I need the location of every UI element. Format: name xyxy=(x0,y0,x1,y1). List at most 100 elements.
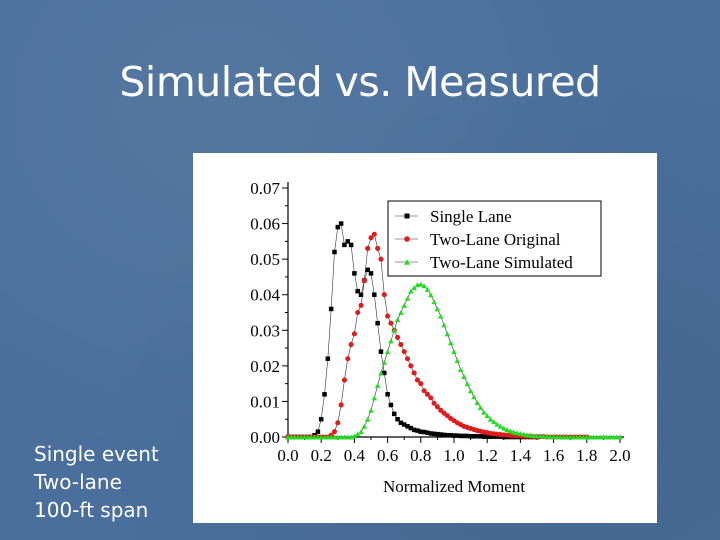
data-point xyxy=(398,310,404,315)
legend-entry: Two-Lane Simulated xyxy=(430,253,573,272)
x-tick-label: 1.6 xyxy=(543,446,564,465)
data-point xyxy=(415,428,420,433)
data-point xyxy=(477,405,484,410)
data-point xyxy=(394,317,401,323)
data-point xyxy=(332,249,337,255)
caption-line: Single event xyxy=(34,442,159,466)
data-point xyxy=(451,433,457,438)
legend-box xyxy=(387,200,602,277)
data-point xyxy=(341,377,347,383)
data-point xyxy=(471,434,477,439)
data-point xyxy=(328,306,334,312)
data-point xyxy=(441,432,447,438)
x-tick-label: 2.0 xyxy=(609,446,630,465)
data-point xyxy=(537,433,544,439)
data-point xyxy=(405,424,410,429)
data-point xyxy=(388,402,394,408)
data-point xyxy=(454,358,461,363)
x-tick-label: 1.2 xyxy=(477,446,498,465)
data-point xyxy=(404,295,411,301)
data-point xyxy=(348,242,354,248)
data-point xyxy=(411,370,417,376)
x-tick-label: 0.2 xyxy=(311,446,332,465)
data-point xyxy=(428,292,434,298)
data-point xyxy=(494,421,500,427)
data-point xyxy=(514,430,520,436)
data-point xyxy=(408,288,414,294)
data-point xyxy=(351,331,357,337)
axes-layer: 0.00 0.01 0.02 0.03 0.04 0.05 0.06 0.07 0.0 0.2 0.… xyxy=(250,179,630,465)
legend-marker xyxy=(404,236,410,242)
data-point xyxy=(354,431,361,437)
data-point xyxy=(491,434,497,439)
caption: Single event Two-lane 100-ft span xyxy=(34,440,159,524)
data-point xyxy=(421,283,427,289)
data-point xyxy=(431,431,437,437)
data-point xyxy=(408,425,414,431)
y-tick-label: 0.04 xyxy=(250,286,280,305)
legend: Single Lane Two-Lane Original Two-Lane Sim… xyxy=(387,200,602,277)
data-point xyxy=(411,285,417,291)
data-point xyxy=(431,299,437,305)
data-point xyxy=(441,322,447,328)
data-point xyxy=(335,420,341,426)
data-point xyxy=(474,400,480,405)
data-point xyxy=(368,407,374,413)
data-point xyxy=(345,356,351,362)
data-point xyxy=(365,245,371,252)
data-point xyxy=(438,407,444,413)
data-point xyxy=(381,359,388,365)
data-point xyxy=(504,427,510,433)
data-point xyxy=(488,434,493,439)
data-point xyxy=(435,431,440,437)
data-point xyxy=(418,429,424,434)
data-point xyxy=(465,433,470,439)
data-point xyxy=(484,413,490,419)
y-tick-label: 0.01 xyxy=(250,392,280,411)
data-point xyxy=(481,409,487,415)
data-point xyxy=(428,395,434,401)
data-point xyxy=(368,271,374,276)
data-point xyxy=(358,302,364,308)
data-point xyxy=(335,224,341,230)
data-point xyxy=(451,349,457,355)
data-point xyxy=(530,433,537,439)
data-point xyxy=(487,416,494,422)
data-point xyxy=(371,395,378,401)
legend-marker xyxy=(404,213,410,219)
chart-svg: 0.00 0.01 0.02 0.03 0.04 0.05 0.06 0.07 0.0 0.2 0.… xyxy=(250,179,630,496)
data-point xyxy=(527,432,534,438)
data-point xyxy=(421,429,427,435)
legend-entry: Two-Lane Original xyxy=(430,230,561,249)
data-point xyxy=(434,404,440,410)
data-point xyxy=(395,334,401,340)
data-point xyxy=(382,370,387,376)
data-point xyxy=(557,434,563,440)
data-point xyxy=(507,428,514,434)
caption-line: 100-ft span xyxy=(34,498,149,522)
data-point xyxy=(468,434,473,439)
data-point xyxy=(497,423,504,429)
data-point xyxy=(361,277,367,284)
data-point xyxy=(418,381,424,387)
data-point xyxy=(431,400,437,406)
data-point xyxy=(425,430,430,435)
data-point xyxy=(455,433,460,438)
data-point xyxy=(378,256,384,262)
data-point xyxy=(444,413,450,419)
data-point xyxy=(372,292,377,297)
data-point xyxy=(375,245,381,252)
data-point xyxy=(501,425,507,431)
data-point xyxy=(338,402,344,408)
data-point xyxy=(398,420,404,426)
data-point xyxy=(414,377,421,383)
data-point xyxy=(491,419,497,425)
data-point xyxy=(385,313,391,319)
data-point xyxy=(331,429,338,435)
y-tick-label: 0.02 xyxy=(250,357,280,376)
x-tick-label: 0.4 xyxy=(344,446,366,465)
data-point xyxy=(461,433,467,439)
data-point xyxy=(457,366,464,372)
data-point xyxy=(315,429,321,434)
x-tick-label: 0.6 xyxy=(377,446,398,465)
